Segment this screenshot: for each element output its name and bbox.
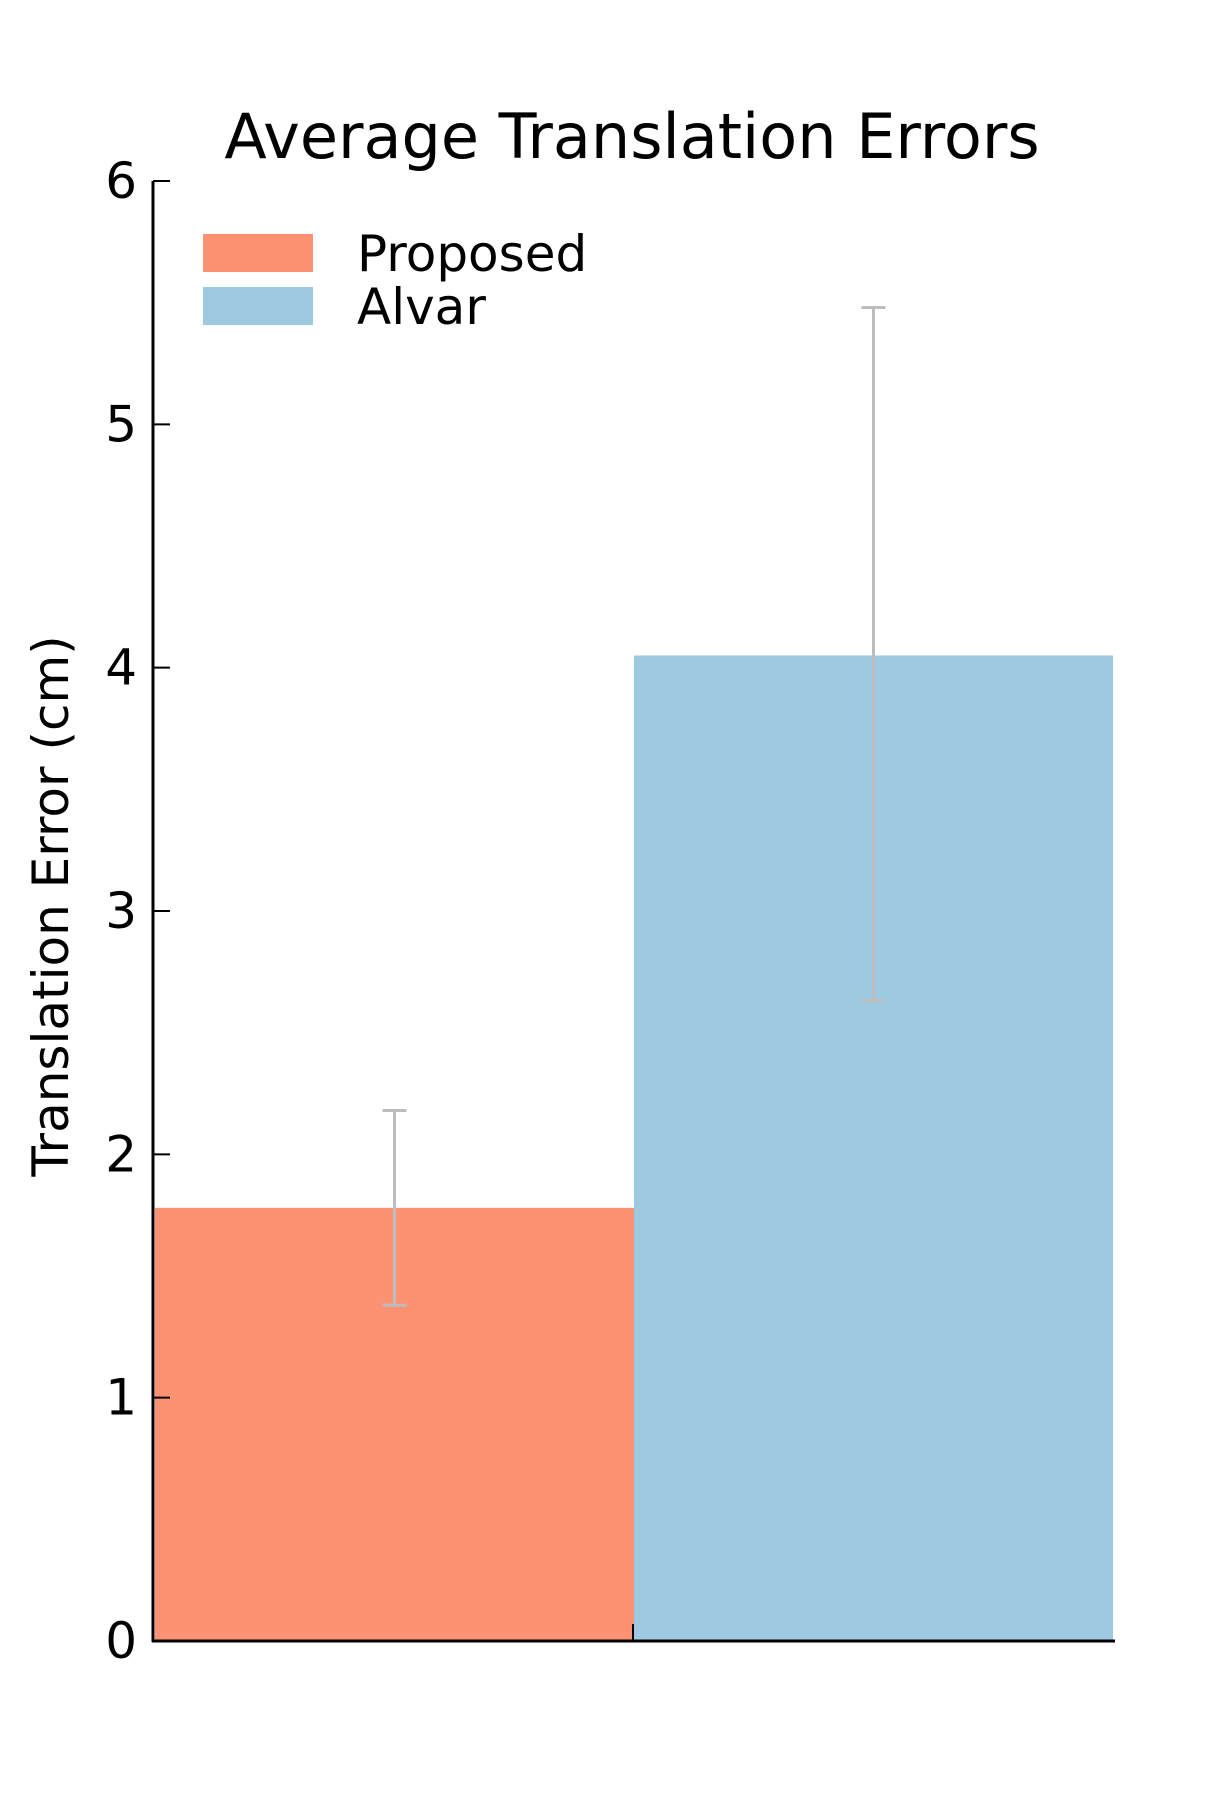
y-tick-label: 4: [105, 639, 137, 697]
legend-item-proposed: Proposed: [203, 225, 587, 283]
y-tick-label: 3: [105, 882, 137, 940]
error-bar-proposed: [382, 1109, 407, 1307]
y-tick-label: 0: [105, 1612, 137, 1670]
y-ticks: 0 1 2 3 4 5 6: [105, 152, 170, 1670]
bars-layer: [155, 655, 1113, 1641]
legend-label: Alvar: [357, 278, 486, 336]
legend-swatch: [203, 287, 313, 325]
error-bar-alvar: [861, 306, 886, 1003]
y-tick-label: 6: [105, 152, 137, 210]
y-tick-label: 2: [105, 1125, 137, 1183]
legend-label: Proposed: [357, 225, 587, 283]
error-bars-layer: [382, 306, 886, 1307]
y-tick-label: 5: [105, 395, 137, 453]
legend-swatch: [203, 234, 313, 272]
y-axis-label: Translation Error (cm): [22, 635, 80, 1177]
y-tick-label: 1: [105, 1369, 137, 1427]
chart-title: Average Translation Errors: [224, 100, 1039, 173]
legend-item-alvar: Alvar: [203, 278, 486, 336]
